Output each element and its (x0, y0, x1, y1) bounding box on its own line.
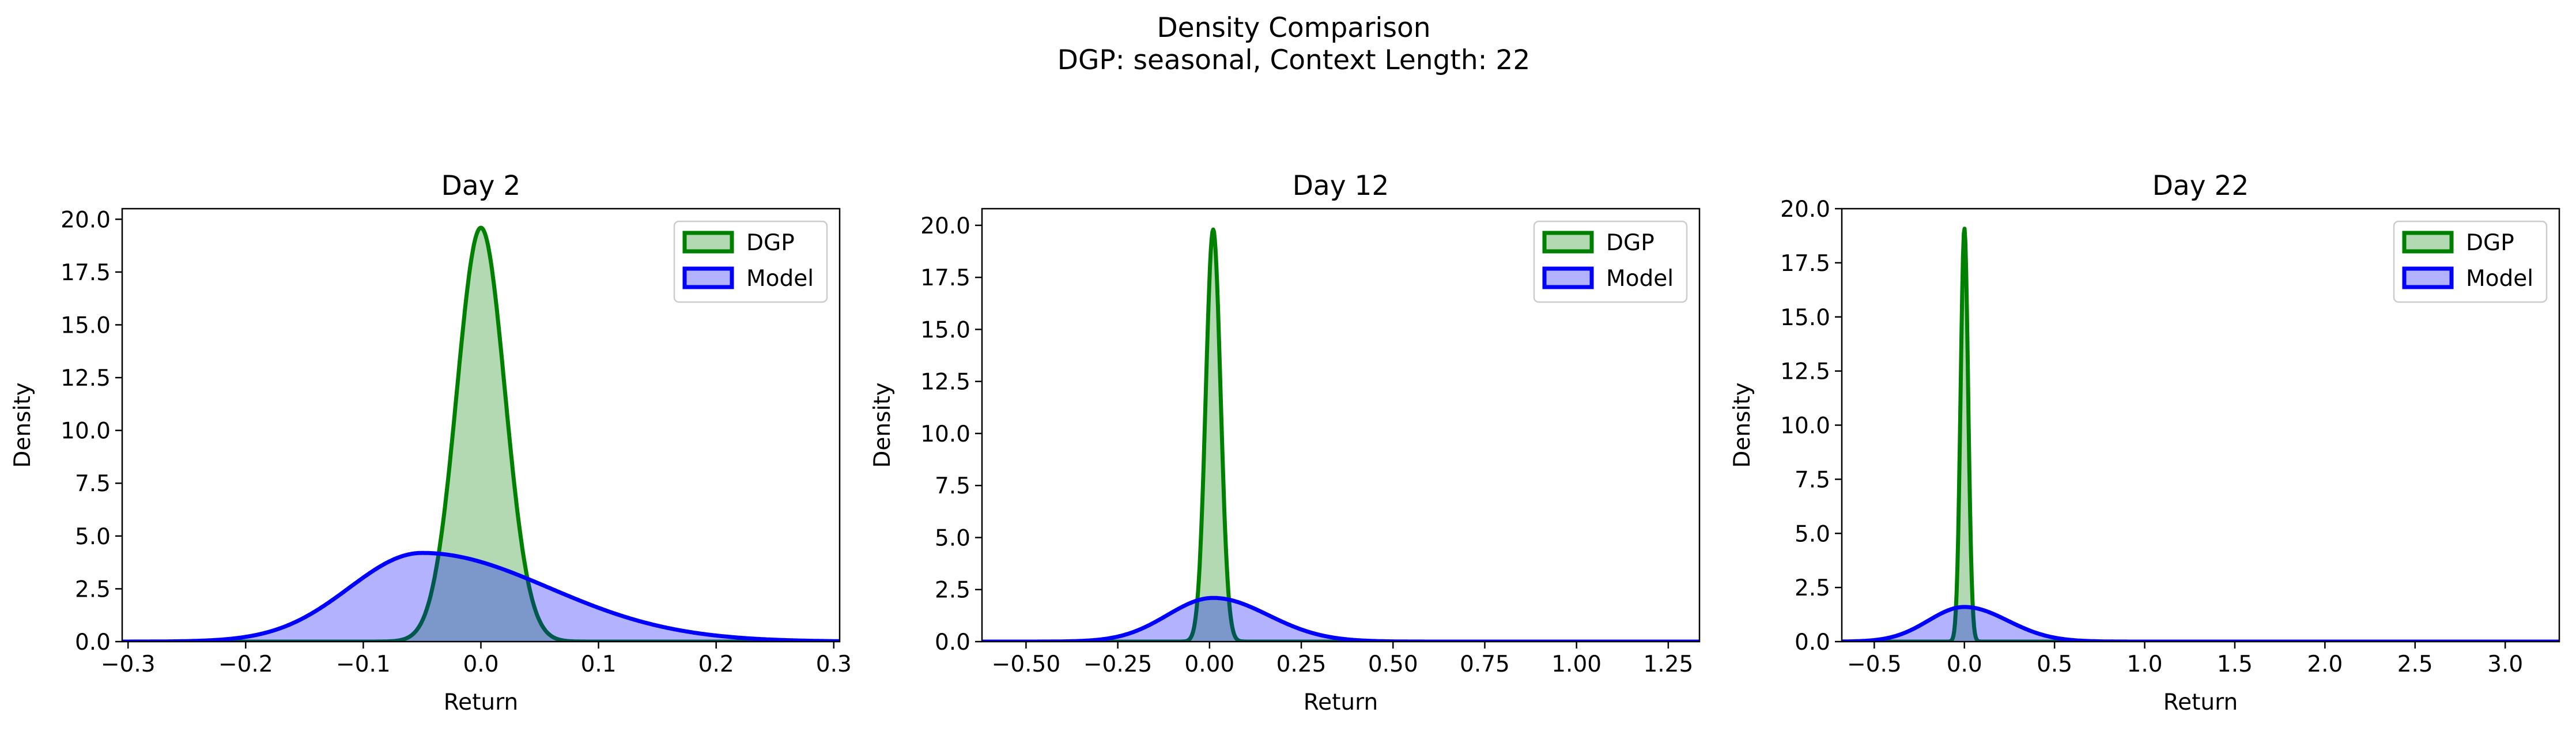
legend: DGP Model (1533, 220, 1688, 303)
legend-box (1533, 220, 1688, 303)
x-tick-label: −0.3 (101, 651, 156, 677)
figure-title-line2: DGP: seasonal, Context Length: 22 (1057, 44, 1530, 76)
y-tick-label: 20.0 (920, 213, 970, 239)
x-tick-label: 0.25 (1276, 651, 1327, 677)
y-tick-label: 15.0 (1780, 305, 1830, 331)
series-model-area (982, 598, 1699, 642)
legend-swatch-dgp (682, 231, 734, 254)
y-tick-label: 20.0 (61, 207, 111, 233)
legend-box (2393, 220, 2548, 303)
legend-label-dgp: DGP (1606, 230, 1655, 256)
y-tick-label: 15.0 (61, 312, 111, 338)
legend: DGP Model (673, 220, 828, 303)
series-model-line (982, 595, 1699, 642)
y-axis-label: Density (10, 382, 36, 468)
plot-area (1842, 227, 2559, 642)
y-tick-label: 0.0 (1795, 630, 1830, 655)
x-tick-label: 0.50 (1368, 651, 1418, 677)
x-tick-label: 3.0 (2487, 651, 2523, 677)
x-axis-label: Return (2163, 689, 2238, 715)
series-model-area (1842, 606, 2559, 642)
y-tick-label: 5.0 (935, 525, 970, 551)
y-tick-label: 17.5 (920, 265, 970, 291)
subplot-3: −0.5 0.0 0.5 1.0 1.5 2.0 2.5 3.0 0.0 2.5 5.0 7.5 10.… (1729, 170, 2560, 715)
legend-label-dgp: DGP (2466, 230, 2514, 256)
legend-label-model: Model (1606, 266, 1674, 292)
x-tick-label: 0.0 (1947, 651, 1982, 677)
series-dgp-line (122, 225, 840, 642)
legend-swatch-dgp (1542, 231, 1594, 254)
y-tick-label: 12.5 (61, 365, 111, 391)
series-model-line (122, 551, 840, 642)
x-tick-label: 0.75 (1460, 651, 1510, 677)
y-tick-label: 12.5 (920, 370, 970, 395)
x-tick-label: 0.00 (1184, 651, 1234, 677)
legend-swatch-model (682, 266, 734, 289)
subplot-2: −0.50 −0.25 0.00 0.25 0.50 0.75 1.00 1.25 0.0 2.5… (870, 170, 1701, 715)
y-tick-label: 7.5 (75, 471, 111, 497)
x-tick-label: 1.5 (2217, 651, 2253, 677)
x-tick-label: 2.5 (2397, 651, 2433, 677)
x-tick-label: −0.1 (336, 651, 391, 677)
y-tick-label: 10.0 (920, 421, 970, 447)
series-dgp-area (122, 228, 840, 642)
y-tick-label: 7.5 (1795, 467, 1830, 493)
y-tick-label: 2.5 (1795, 575, 1830, 601)
y-tick-label: 7.5 (935, 473, 970, 499)
x-tick-label: −0.5 (1847, 651, 1902, 677)
x-tick-label: 0.0 (463, 651, 498, 677)
x-tick-label: 0.2 (698, 651, 734, 677)
y-tick-label: 5.0 (75, 524, 111, 550)
x-tick-label: 1.00 (1551, 651, 1601, 677)
series-dgp-line (1842, 227, 2559, 642)
subplots: −0.3 −0.2 −0.1 0.0 0.1 0.2 0.3 0.0 2.5 5.0 7.5 10.0… (10, 170, 2560, 715)
legend-label-model: Model (746, 266, 814, 292)
x-tick-label: 1.0 (2127, 651, 2163, 677)
y-tick-label: 20.0 (1780, 197, 1830, 223)
legend-swatch-model (1542, 266, 1594, 289)
y-axis-label: Density (870, 382, 896, 468)
y-tick-label: 17.5 (1780, 251, 1830, 277)
y-tick-label: 10.0 (1780, 413, 1830, 439)
y-tick-label: 0.0 (75, 630, 111, 655)
subplot-title: Day 12 (1293, 170, 1389, 202)
y-tick-label: 17.5 (61, 260, 111, 286)
y-axis-label: Density (1729, 382, 1755, 468)
series-model-line (1842, 605, 2559, 642)
series-model-area (122, 553, 840, 642)
figure-title-line1: Density Comparison (1157, 12, 1430, 44)
legend-swatch-model (2402, 266, 2454, 289)
y-tick-label: 2.5 (935, 578, 970, 604)
x-axis-label: Return (444, 689, 518, 715)
y-tick-label: 2.5 (75, 576, 111, 602)
y-tick-label: 12.5 (1780, 359, 1830, 385)
axes-frame (981, 208, 1701, 643)
legend-label-model: Model (2466, 266, 2533, 292)
subplot-1: −0.3 −0.2 −0.1 0.0 0.1 0.2 0.3 0.0 2.5 5.0 7.5 10.0… (10, 170, 852, 715)
x-tick-label: −0.50 (992, 651, 1061, 677)
legend-swatch-dgp (2402, 231, 2454, 254)
legend-label-dgp: DGP (746, 230, 795, 256)
y-tick-label: 0.0 (935, 630, 970, 655)
plot-area (982, 227, 1699, 642)
y-tick-label: 15.0 (920, 317, 970, 343)
x-axis-label: Return (1304, 689, 1378, 715)
x-tick-label: 0.3 (816, 651, 852, 677)
y-tick-label: 5.0 (1795, 521, 1830, 547)
subplot-title: Day 22 (2152, 170, 2249, 202)
x-tick-label: 0.5 (2037, 651, 2072, 677)
subplot-title: Day 2 (441, 170, 521, 202)
x-tick-label: 2.0 (2307, 651, 2343, 677)
x-tick-label: 0.1 (581, 651, 617, 677)
x-tick-label: 1.25 (1643, 651, 1693, 677)
y-tick-label: 10.0 (61, 419, 111, 444)
plot-area (122, 225, 840, 642)
legend: DGP Model (2393, 220, 2548, 303)
x-tick-label: −0.2 (218, 651, 273, 677)
legend-box (673, 220, 828, 303)
x-tick-label: −0.25 (1083, 651, 1153, 677)
